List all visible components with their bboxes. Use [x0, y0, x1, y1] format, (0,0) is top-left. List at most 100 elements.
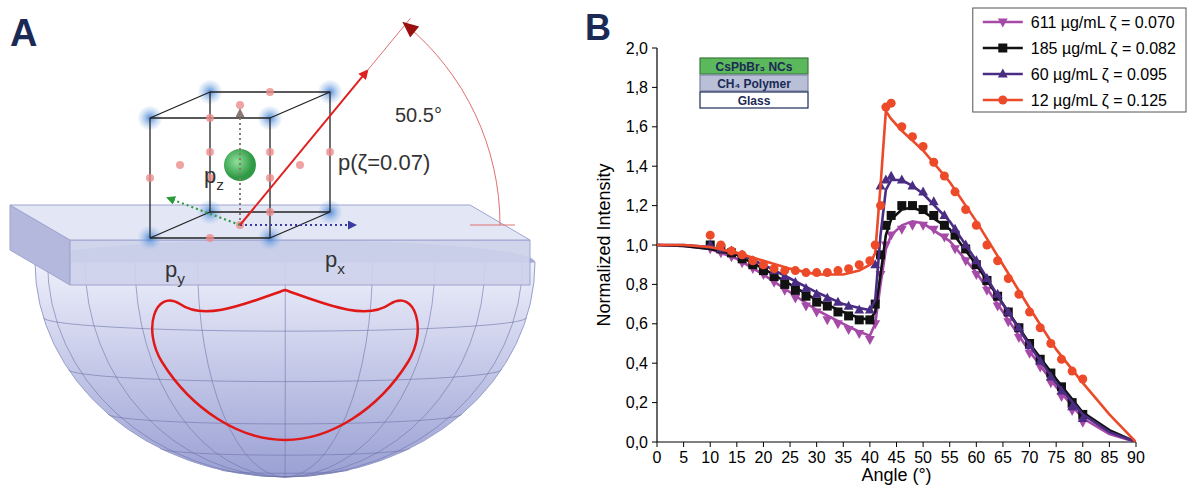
data-point: [908, 132, 917, 141]
data-point: [748, 256, 757, 265]
y-tick-label: 0,0: [626, 434, 648, 451]
layer-label: CsPbBr₃ NCs: [716, 60, 793, 74]
x-tick: [763, 442, 764, 447]
data-point: [1057, 355, 1066, 364]
dome-grid: [85, 262, 285, 477]
y-axis-title: Normalized Intensity: [594, 163, 614, 326]
legend-box: [973, 8, 1186, 112]
y-tick-label: 0,6: [626, 315, 648, 332]
data-point: [737, 249, 747, 258]
cube-edge: [150, 212, 210, 238]
dome-grid: [285, 262, 485, 477]
data-point: [844, 326, 854, 335]
y-tick: [652, 166, 657, 167]
br-atom: [206, 114, 214, 122]
data-point: [929, 158, 938, 167]
x-tick-label: 70: [1021, 449, 1039, 466]
br-atom: [296, 161, 304, 169]
data-point: [865, 305, 875, 314]
y-tick: [652, 323, 657, 324]
y-tick-label: 1,6: [626, 118, 648, 135]
x-axis-title: Angle (°): [861, 465, 931, 485]
data-point: [844, 264, 853, 273]
dome-grid: [135, 262, 285, 477]
br-atom: [266, 148, 274, 156]
x-tick-label: 0: [653, 449, 662, 466]
y-tick: [652, 126, 657, 127]
x-tick: [1136, 442, 1137, 447]
data-point: [918, 222, 928, 231]
fit-line: [657, 221, 1136, 442]
legend-marker: [998, 96, 1007, 105]
data-point: [833, 307, 842, 316]
data-point: [865, 315, 874, 324]
x-tick-label: 45: [888, 449, 906, 466]
legend-marker: [998, 18, 1008, 27]
py-label: py: [165, 257, 185, 287]
x-tick: [949, 442, 950, 447]
px-arrow: [240, 224, 355, 226]
x-tick: [976, 442, 977, 447]
y-tick-label: 1,4: [626, 158, 648, 175]
angle-ray: [367, 18, 410, 70]
figure: pzpypxp(ζ=0.07)50.5°AB051015202530354045…: [0, 0, 1191, 489]
data-point: [961, 205, 970, 214]
layer-box: [700, 58, 808, 74]
px-label-sub: x: [337, 260, 345, 277]
data-point: [951, 187, 960, 196]
legend-label: 185 µg/mL ζ = 0.082: [1031, 40, 1176, 58]
x-tick: [657, 442, 658, 447]
fit-line: [657, 208, 1136, 442]
data-point: [929, 211, 938, 220]
legend-marker: [998, 69, 1008, 78]
data-point: [812, 289, 822, 298]
cube-edge: [150, 92, 210, 118]
slab-front: [70, 240, 530, 285]
x-tick: [736, 442, 737, 447]
legend: 611 µg/mL ζ = 0.070185 µg/mL ζ = 0.08260…: [973, 8, 1186, 112]
data-point: [855, 315, 864, 324]
data-point: [1067, 401, 1077, 410]
x-tick: [816, 442, 817, 447]
py-label-base: p: [165, 257, 177, 282]
data-point: [939, 234, 949, 243]
y-tick: [652, 48, 657, 49]
x-tick-label: 5: [679, 449, 688, 466]
data-point: [844, 311, 853, 320]
y-tick-label: 1,0: [626, 237, 648, 254]
data-point: [1014, 322, 1024, 331]
data-point: [993, 256, 1002, 265]
x-tick-label: 55: [941, 449, 959, 466]
data-point: [950, 245, 960, 254]
data-point: [887, 211, 896, 220]
dome: [35, 262, 535, 477]
br-atom: [266, 174, 274, 182]
data-point: [855, 260, 864, 269]
cube-edge: [270, 92, 330, 118]
data-point: [929, 226, 939, 235]
pz-label-sub: z: [216, 176, 224, 193]
legend-marker: [998, 44, 1007, 53]
data-point: [865, 256, 874, 265]
y-tick: [652, 363, 657, 364]
layer-box: [700, 75, 808, 91]
x-tick-label: 40: [861, 449, 879, 466]
data-point: [972, 221, 981, 230]
data-point: [918, 186, 928, 195]
data-point: [919, 142, 928, 151]
x-tick-label: 80: [1074, 449, 1092, 466]
data-point: [871, 241, 880, 250]
px-label: px: [325, 247, 345, 277]
br-atom: [146, 174, 154, 182]
data-point: [1035, 356, 1045, 365]
layer-label: Glass: [738, 94, 771, 108]
data-point: [780, 266, 789, 275]
x-tick: [1109, 442, 1110, 447]
pz-label-base: p: [204, 163, 216, 188]
br-atom: [266, 208, 274, 216]
data-point: [897, 201, 906, 210]
y-tick: [652, 87, 657, 88]
x-tick-label: 25: [781, 449, 799, 466]
y-tick-label: 1,8: [626, 79, 648, 96]
x-tick-label: 75: [1047, 449, 1065, 466]
